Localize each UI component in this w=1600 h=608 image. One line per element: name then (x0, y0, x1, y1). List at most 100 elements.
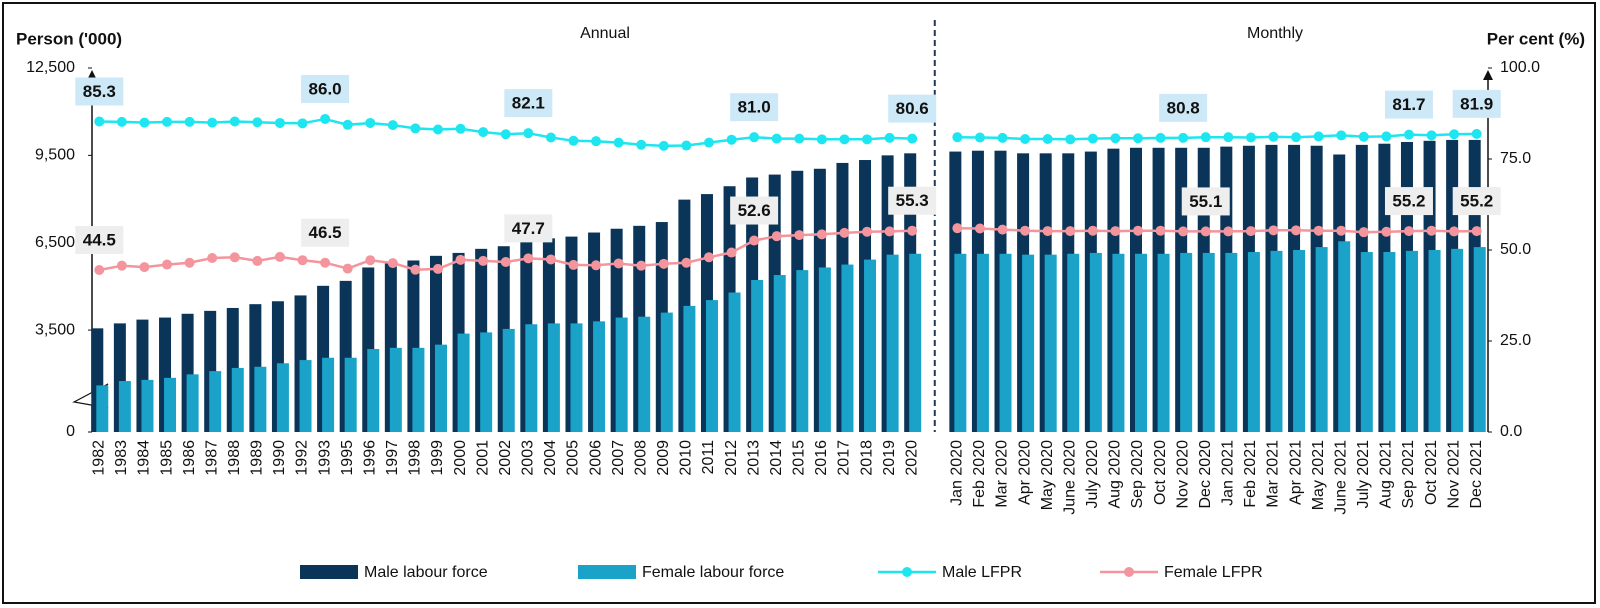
line-marker (1403, 129, 1414, 140)
data-label-box (1452, 187, 1501, 216)
x-tick-label: 2016 (813, 440, 830, 476)
line-marker (1313, 225, 1324, 236)
data-label-box (504, 214, 553, 243)
bar (322, 357, 335, 432)
x-tick-label: 1987 (203, 440, 220, 476)
data-label-box (730, 93, 779, 122)
line-marker (1087, 225, 1098, 236)
legend: Male labour force Female labour force Male… (300, 564, 1263, 581)
data-label: 52.6 (738, 201, 771, 220)
x-tick-label: May 2020 (1039, 440, 1056, 510)
bar (118, 381, 131, 432)
x-tick-label: 1996 (361, 440, 378, 476)
bar (1180, 252, 1193, 432)
line-marker (1336, 225, 1347, 236)
x-tick-label: 2011 (700, 440, 717, 475)
line-marker (320, 257, 331, 268)
line-marker (1200, 132, 1211, 143)
x-tick-label: 2006 (587, 440, 604, 476)
line-marker (591, 136, 602, 147)
bar (1473, 247, 1486, 432)
data-label: 55.1 (1189, 192, 1222, 211)
line-marker (658, 140, 669, 151)
line-marker (816, 229, 827, 240)
line-marker (139, 117, 150, 128)
x-tick-label: Nov 2020 (1174, 440, 1191, 509)
line-marker (1065, 134, 1076, 145)
bar (457, 333, 470, 432)
x-tick-label: May 2021 (1310, 440, 1327, 510)
data-label-box (1181, 187, 1230, 216)
left-axis-title: Person ('000) (16, 29, 122, 48)
x-tick-label: Aug 2020 (1107, 440, 1124, 509)
bar (1293, 250, 1306, 432)
line-marker (952, 132, 963, 143)
line-marker (139, 262, 150, 273)
data-label-box (1159, 93, 1208, 122)
left-axis-arrow (87, 70, 97, 80)
line-marker (1313, 131, 1324, 142)
x-tick-label: 2012 (723, 440, 740, 476)
bar (1383, 252, 1396, 432)
line-marker (636, 260, 647, 271)
x-tick-label: 1986 (181, 440, 198, 476)
x-tick-label: Sep 2020 (1129, 440, 1146, 509)
line-marker (1381, 226, 1392, 237)
x-tick-label: June 2020 (1061, 440, 1078, 515)
line-marker (794, 230, 805, 241)
bar (818, 267, 831, 432)
x-tick-label: 2001 (474, 440, 491, 476)
data-label: 81.9 (1460, 94, 1493, 113)
line-marker (907, 133, 918, 144)
bar (841, 264, 854, 432)
line-marker (1245, 226, 1256, 237)
line-marker (252, 117, 263, 128)
x-tick-label: 2004 (542, 440, 559, 476)
line-marker (94, 265, 105, 276)
x-tick-label: Oct 2020 (1152, 440, 1169, 505)
data-label: 85.3 (83, 82, 116, 101)
bar (1112, 253, 1125, 432)
x-tick-label: Jan 2020 (949, 440, 966, 506)
bar (254, 366, 267, 432)
bar (615, 317, 628, 432)
line-marker (1065, 226, 1076, 237)
line-marker (952, 223, 963, 234)
line-marker (1381, 131, 1392, 142)
line-marker (523, 128, 534, 139)
right-axis-title: Per cent (%) (1487, 29, 1585, 48)
x-tick-label: Feb 2020 (971, 440, 988, 508)
line-marker (342, 263, 353, 274)
data-label: 55.2 (1392, 192, 1425, 211)
x-tick-label: 2015 (791, 440, 808, 476)
line-marker (433, 263, 443, 274)
line-marker (94, 116, 105, 127)
legend-label: Female labour force (642, 564, 784, 581)
bar (1270, 250, 1283, 432)
bar (276, 363, 289, 432)
line-marker (1110, 133, 1121, 144)
line-marker (997, 132, 1008, 143)
line-marker (1155, 132, 1166, 143)
bar (1225, 252, 1238, 432)
bar (1089, 252, 1102, 432)
line-marker (1042, 226, 1053, 237)
bar (638, 316, 651, 432)
line-marker (1245, 132, 1256, 143)
line-marker (252, 255, 263, 266)
line-marker (1223, 226, 1234, 237)
x-tick-label: Dec 2020 (1197, 440, 1214, 509)
x-tick-label: 1999 (429, 440, 446, 476)
bar (570, 323, 583, 432)
legend-marker (1124, 567, 1134, 577)
bar (1247, 252, 1260, 432)
x-tick-label: 2014 (768, 440, 785, 476)
data-label: 82.1 (512, 94, 545, 113)
bar (751, 279, 764, 432)
x-tick-label: 1998 (407, 440, 424, 476)
bar (412, 347, 425, 432)
line-marker (1133, 133, 1143, 144)
line-marker (1110, 226, 1121, 237)
y-tick-label: 0 (66, 423, 75, 440)
line-marker (433, 124, 443, 135)
